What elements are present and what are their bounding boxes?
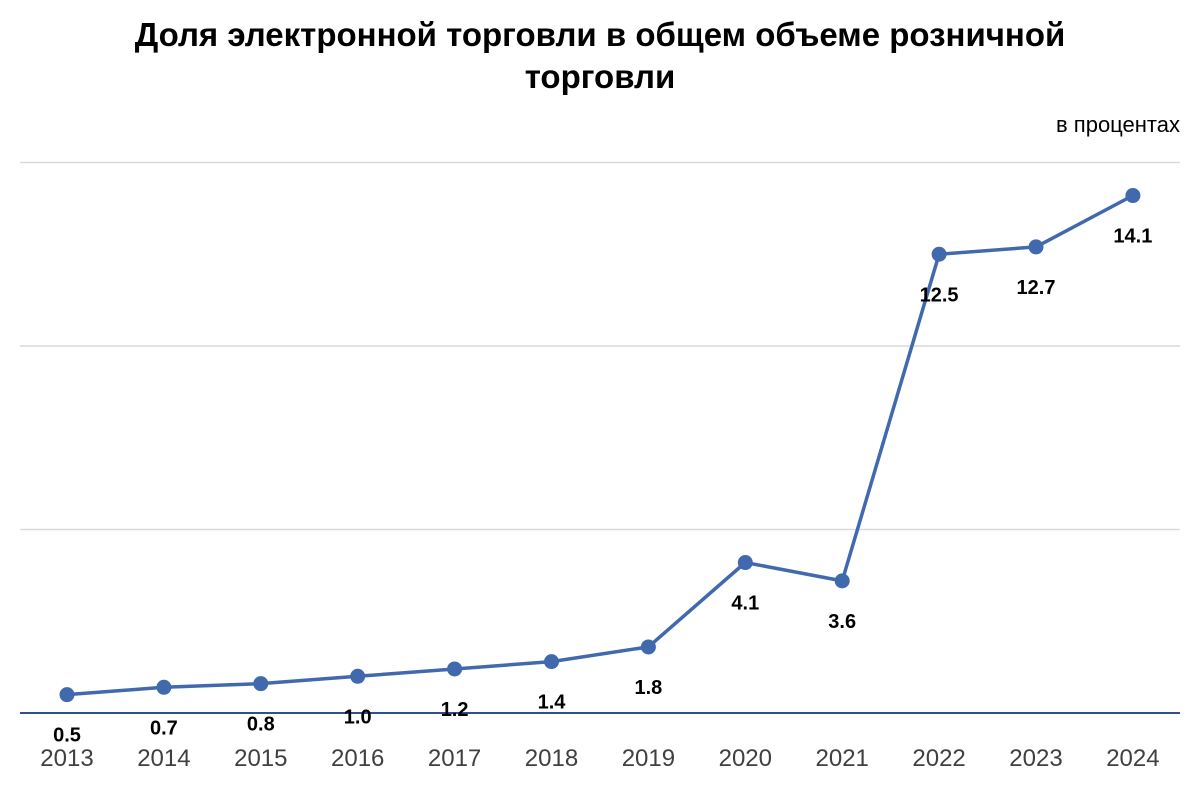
data-point[interactable] [1125, 188, 1141, 204]
data-point[interactable] [544, 654, 559, 670]
x-tick-label: 2022 [912, 745, 965, 772]
data-point[interactable] [1028, 239, 1044, 255]
data-label: 4.1 [731, 593, 759, 615]
data-point[interactable] [59, 687, 75, 703]
data-label: 0.5 [53, 725, 81, 747]
x-tick-label: 2019 [622, 745, 675, 772]
x-tick-label: 2014 [137, 745, 190, 772]
data-label: 14.1 [1113, 226, 1152, 248]
series-line [66, 193, 1134, 697]
data-point[interactable] [931, 246, 947, 262]
x-tick-label: 2017 [428, 745, 481, 772]
x-tick-label: 2020 [719, 745, 772, 772]
data-label: 3.6 [828, 611, 856, 633]
data-label: 0.8 [247, 714, 275, 736]
data-label: 1.4 [538, 692, 567, 714]
data-point[interactable] [156, 679, 172, 695]
x-tick-label: 2023 [1009, 745, 1062, 772]
x-tick-label: 2018 [525, 745, 578, 772]
data-point[interactable] [350, 668, 366, 684]
x-tick-label: 2021 [816, 745, 869, 772]
unit-label: в процентах [1056, 112, 1180, 137]
data-point[interactable] [253, 676, 269, 692]
x-tick-label: 2013 [40, 745, 93, 772]
data-label: 1.8 [634, 677, 662, 699]
data-point[interactable] [834, 573, 850, 589]
x-tick-label: 2015 [234, 745, 287, 772]
data-label: 1.2 [441, 699, 469, 721]
data-label: 12.5 [920, 284, 959, 306]
data-label: 12.7 [1017, 277, 1056, 299]
x-tick-label: 2016 [331, 745, 384, 772]
x-tick-label: 2024 [1106, 745, 1159, 772]
data-point[interactable] [640, 639, 656, 655]
data-point[interactable] [447, 661, 463, 677]
data-label: 1.0 [344, 706, 372, 728]
chart-title: Доля электронной торговли в общем объеме… [134, 16, 1066, 95]
data-point[interactable] [737, 555, 753, 571]
data-label: 0.7 [150, 717, 178, 739]
